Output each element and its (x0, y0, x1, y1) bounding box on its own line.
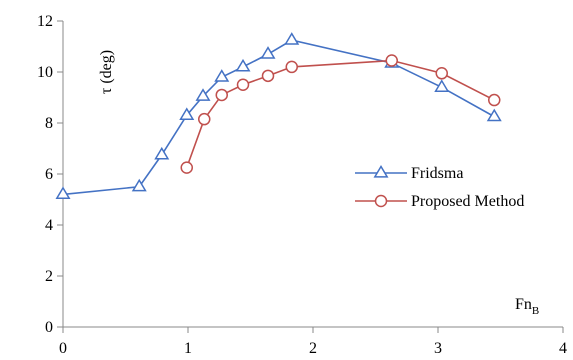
data-point-fridsma (179, 107, 195, 120)
x-tick-labels: 0 1 2 3 4 (59, 340, 567, 357)
x-axis-title: FnB (515, 296, 539, 317)
x-axis-title-subscript: B (532, 305, 539, 317)
data-point-proposed-method (198, 112, 211, 126)
data-point-proposed-method (435, 67, 448, 80)
data-point-fridsma (154, 146, 170, 160)
data-point-fridsma (434, 79, 450, 92)
data-point-proposed-method (488, 93, 501, 107)
y-axis-title: τ (deg) (98, 50, 115, 94)
data-point-proposed-method (261, 69, 275, 83)
legend-label: Fridsma (411, 165, 463, 182)
legend-item-proposed-method: Proposed Method (355, 193, 524, 210)
data-point-proposed-method (215, 88, 228, 102)
series-line-proposed-method (185, 59, 495, 168)
legend-swatch-marker (374, 194, 388, 208)
y-tick-label: 8 (45, 115, 53, 132)
axes (57, 20, 564, 333)
x-tick-label: 0 (59, 340, 67, 357)
y-tick-labels: 0 2 4 6 8 10 12 (37, 13, 53, 336)
x-tick-label: 4 (559, 340, 567, 357)
data-point-fridsma (260, 46, 276, 59)
y-tick-label: 6 (45, 166, 53, 183)
data-point-fridsma (214, 69, 230, 82)
series-line-fridsma (62, 39, 495, 196)
legend-item-fridsma: Fridsma (355, 165, 463, 182)
y-tick-label: 10 (37, 64, 53, 81)
y-tick-label: 4 (45, 217, 53, 234)
data-point-proposed-method (285, 60, 298, 74)
y-tick-label: 12 (37, 13, 53, 30)
data-point-fridsma (486, 108, 502, 122)
data-point-fridsma (55, 186, 71, 200)
data-point-fridsma (131, 178, 147, 192)
series-layer (55, 32, 502, 200)
legend-swatch-marker (373, 165, 389, 178)
x-tick-label: 3 (434, 340, 442, 357)
series-proposed-method (180, 54, 501, 174)
x-tick-label: 1 (184, 340, 192, 357)
x-tick-label: 2 (309, 340, 317, 357)
y-tick-label: 2 (45, 268, 53, 285)
data-point-fridsma (235, 58, 251, 72)
data-point-proposed-method (385, 54, 398, 67)
x-axis-title-main: Fn (515, 296, 532, 313)
legend-label: Proposed Method (411, 193, 524, 210)
series-fridsma (55, 32, 502, 200)
legend: Fridsma Proposed Method (355, 165, 524, 210)
y-tick-label: 0 (45, 319, 53, 336)
data-point-proposed-method (236, 78, 250, 91)
data-point-fridsma (284, 32, 300, 45)
data-point-proposed-method (180, 161, 193, 174)
data-point-fridsma (195, 88, 211, 101)
